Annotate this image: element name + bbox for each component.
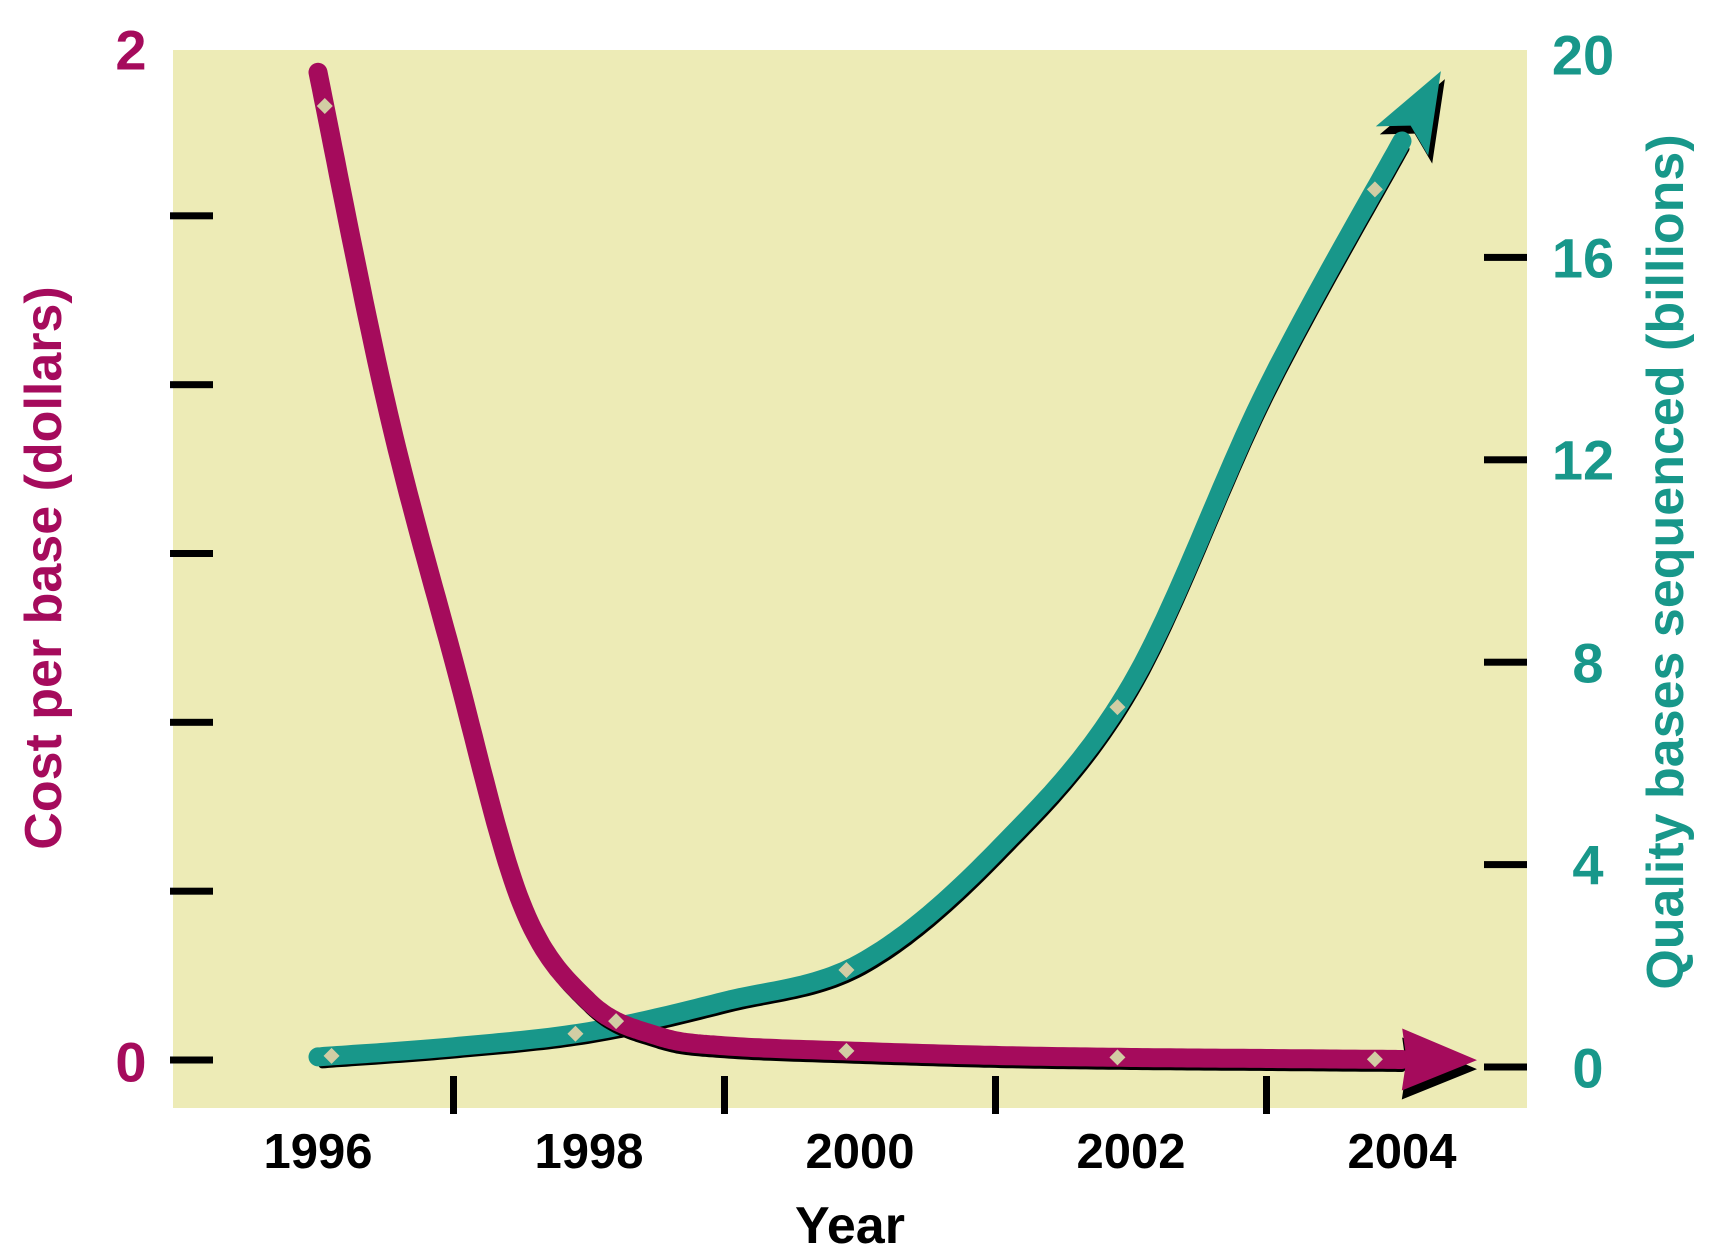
x-axis-label-1996: 1996 bbox=[263, 1125, 372, 1179]
right-axis-tick-label-4: 4 bbox=[1572, 834, 1603, 897]
right-axis-tick-label-16: 16 bbox=[1552, 227, 1614, 290]
cost-data-point-marker bbox=[838, 1042, 855, 1059]
plot-area bbox=[173, 50, 1527, 1108]
cost-data-point-marker bbox=[608, 1013, 625, 1030]
x-axis-minor-tick bbox=[450, 1076, 457, 1114]
right-axis-tick-label-8: 8 bbox=[1572, 632, 1603, 695]
x-axis-title: Year bbox=[795, 1197, 905, 1255]
right-axis-tick bbox=[1484, 658, 1527, 666]
quality-data-point-marker bbox=[567, 1025, 584, 1042]
x-axis-label-2002: 2002 bbox=[1076, 1125, 1185, 1179]
x-axis-minor-tick bbox=[1263, 1076, 1270, 1114]
right-axis-title: Quality bases sequenced (billions) bbox=[1637, 134, 1695, 989]
left-axis-tick bbox=[170, 718, 213, 726]
left-axis-title: Cost per base (dollars) bbox=[15, 286, 73, 849]
left-axis-max-label: 2 bbox=[115, 19, 146, 82]
right-axis-tick bbox=[1484, 1063, 1527, 1071]
quality-arrowhead-icon bbox=[1375, 71, 1441, 156]
left-axis-tick bbox=[170, 381, 213, 389]
right-axis-tick-label-0: 0 bbox=[1572, 1037, 1603, 1100]
left-axis-zero-label: 0 bbox=[115, 1031, 146, 1094]
right-axis-tick bbox=[1484, 861, 1527, 869]
cost-curve bbox=[308, 62, 1412, 1069]
quality-data-point-marker bbox=[1109, 699, 1126, 716]
left-axis-tick bbox=[170, 550, 213, 557]
x-axis-label-2004: 2004 bbox=[1347, 1125, 1456, 1179]
axis-ticks bbox=[170, 212, 1527, 1114]
quality-data-point-marker bbox=[1366, 181, 1383, 198]
right-axis-tick bbox=[1484, 253, 1527, 261]
quality-data-point-marker bbox=[323, 1047, 340, 1064]
right-axis-tick-label-12: 12 bbox=[1552, 429, 1614, 492]
x-axis-label-2000: 2000 bbox=[805, 1125, 914, 1179]
quality-data-point-marker bbox=[838, 962, 855, 979]
right-axis-tick bbox=[1484, 456, 1527, 464]
x-axis-minor-tick bbox=[992, 1076, 999, 1114]
left-axis-tick bbox=[170, 887, 213, 895]
cost-data-point-marker bbox=[316, 97, 333, 114]
curves bbox=[308, 62, 1477, 1100]
x-axis-label-1998: 1998 bbox=[534, 1125, 643, 1179]
right-axis-tick-label-20: 20 bbox=[1552, 24, 1614, 87]
quality-curve bbox=[308, 131, 1412, 1067]
x-axis-minor-tick bbox=[721, 1076, 728, 1114]
cost-arrowhead-icon bbox=[1401, 1028, 1477, 1091]
left-axis-tick bbox=[170, 1056, 213, 1064]
data-markers bbox=[316, 97, 1383, 1068]
cost-data-point-marker bbox=[1109, 1049, 1126, 1066]
cost-data-point-marker bbox=[1366, 1051, 1383, 1068]
left-axis-tick bbox=[170, 212, 213, 220]
